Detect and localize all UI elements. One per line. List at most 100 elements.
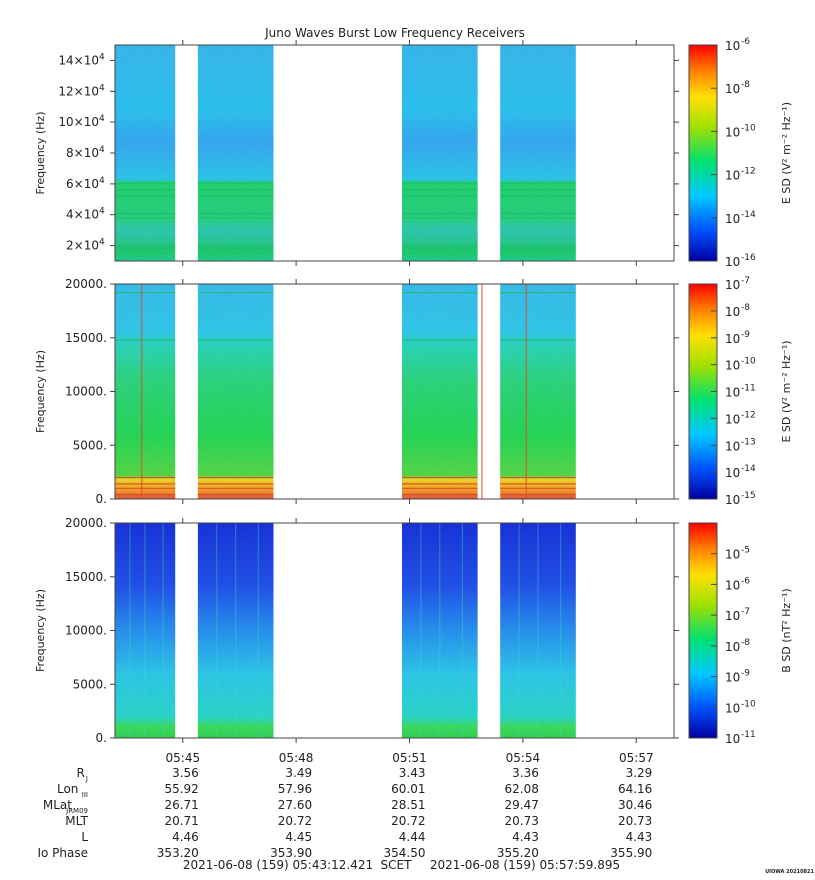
colorbar-tick-exponent: -15 — [741, 491, 756, 501]
colorbar — [688, 44, 718, 262]
colorbar-tick-exponent: -13 — [741, 437, 756, 447]
x-tick-label: 05:48 — [279, 751, 314, 765]
ephemeris-row-subscript: III — [82, 791, 88, 799]
spectrogram-noise — [114, 284, 176, 499]
ephemeris-value: 20.72 — [278, 814, 312, 828]
y-tick-label: 20000. — [65, 277, 107, 291]
y-tick-exponent: 4 — [99, 207, 105, 217]
colorbar-tick-label: 10 — [725, 278, 740, 292]
ephemeris-value: 355.20 — [497, 846, 539, 860]
colorbar-label: E SD (V² m⁻² Hz⁻¹) — [780, 340, 793, 442]
spectrogram-noise — [500, 45, 576, 261]
colorbar-tick-exponent: -10 — [741, 699, 756, 709]
spectrogram-noise — [402, 523, 478, 738]
colorbar-tick-exponent: -8 — [741, 638, 750, 648]
colorbar-tick-label: 10 — [725, 125, 740, 139]
colorbar-tick-label: 10 — [725, 332, 740, 346]
ephemeris-value: 4.43 — [626, 830, 653, 844]
colorbar-tick-label: 10 — [725, 439, 740, 453]
x-tick-label: 05:45 — [166, 751, 201, 765]
y-tick-label: 10000. — [65, 624, 107, 638]
y-axis-label: Frequency (Hz) — [34, 112, 47, 195]
footer-start-time: 2021-06-08 (159) 05:43:12.421 — [183, 858, 373, 872]
colorbar-label: E SD (V² m⁻² Hz⁻¹) — [780, 102, 793, 204]
bottom-panel-b-field: 0. 5000. 10000. 15000. 20000. Frequency (Hz) 1… — [34, 516, 793, 746]
y-tick-label: 0. — [96, 492, 107, 506]
top-panel-e-field: 2×10 44×10 46×10 48×10 410×10 412×10 414×10 4Fr… — [34, 37, 793, 269]
ephemeris-row-label: MLat — [43, 798, 72, 812]
y-tick-label: 4×10 — [66, 208, 99, 222]
y-tick-label: 20000. — [65, 516, 107, 530]
colorbar-tick-exponent: -11 — [741, 730, 756, 740]
spectrogram-noise — [197, 45, 274, 261]
ephemeris-value: 355.90 — [610, 846, 652, 860]
colorbar-tick-label: 10 — [725, 701, 740, 715]
ephemeris-value: 4.46 — [172, 830, 199, 844]
footer-end-time: 2021-06-08 (159) 05:57:59.895 — [430, 858, 620, 872]
ephemeris-value: 3.49 — [285, 766, 312, 780]
spectrogram-noise — [114, 523, 176, 738]
colorbar-tick-exponent: -11 — [741, 384, 756, 394]
ephemeris-value: 26.71 — [164, 798, 198, 812]
y-tick-label: 12×10 — [58, 84, 99, 98]
ephemeris-row-label: L — [81, 830, 88, 844]
colorbar-tick-label: 10 — [725, 578, 740, 592]
colorbar-tick-exponent: -14 — [741, 210, 756, 220]
y-tick-label: 0. — [96, 731, 107, 745]
y-tick-exponent: 4 — [99, 145, 105, 155]
ephemeris-row-subscript: J — [85, 775, 88, 783]
colorbar-tick-label: 10 — [725, 82, 740, 96]
colorbar-tick-exponent: -6 — [741, 576, 750, 586]
y-tick-exponent: 4 — [99, 52, 105, 62]
y-tick-label: 10000. — [65, 385, 107, 399]
ephemeris-value: 353.20 — [157, 846, 199, 860]
y-tick-label: 2×10 — [66, 239, 99, 253]
footer-scet-label: SCET — [381, 858, 413, 872]
colorbar-tick-label: 10 — [725, 493, 740, 507]
ephemeris-value: 55.92 — [164, 782, 198, 796]
y-tick-label: 8×10 — [66, 146, 99, 160]
colorbar-tick-label: 10 — [725, 386, 740, 400]
ephemeris-value: 27.60 — [278, 798, 312, 812]
colorbar-tick-exponent: -16 — [741, 253, 756, 263]
colorbar-tick-label: 10 — [725, 169, 740, 183]
y-tick-label: 15000. — [65, 331, 107, 345]
spectrogram-noise — [500, 523, 576, 738]
colorbar-label: B SD (nT² Hz⁻¹) — [780, 588, 793, 672]
colorbar-tick-exponent: -7 — [741, 607, 750, 617]
colorbar-tick-exponent: -10 — [741, 357, 756, 367]
ephemeris-value: 20.71 — [164, 814, 198, 828]
ephemeris-value: 30.46 — [618, 798, 652, 812]
colorbar-tick-label: 10 — [725, 609, 740, 623]
ephemeris-value: 3.56 — [172, 766, 199, 780]
colorbar-tick-exponent: -6 — [741, 37, 750, 47]
ephemeris-row-subscript: JRM09 — [65, 807, 88, 815]
y-tick-label: 15000. — [65, 570, 107, 584]
colorbar-tick-exponent: -12 — [741, 410, 756, 420]
ephemeris-value: 29.47 — [505, 798, 539, 812]
ephemeris-value: 354.50 — [384, 846, 426, 860]
colorbar-tick-label: 10 — [725, 212, 740, 226]
colorbar-tick-exponent: -5 — [741, 546, 750, 556]
ephemeris-value: 3.29 — [626, 766, 653, 780]
colorbar-tick-label: 10 — [725, 548, 740, 562]
colorbar-tick-label: 10 — [725, 359, 740, 373]
y-tick-label: 14×10 — [58, 53, 99, 67]
y-tick-exponent: 4 — [99, 83, 105, 93]
ephemeris-row-label: Io Phase — [37, 846, 88, 860]
colorbar-tick-label: 10 — [725, 39, 740, 53]
ephemeris-value: 64.16 — [618, 782, 652, 796]
ephemeris-value: 353.90 — [270, 846, 312, 860]
x-tick-label: 05:51 — [392, 751, 427, 765]
ephemeris-value: 4.43 — [512, 830, 539, 844]
y-tick-exponent: 4 — [99, 238, 105, 248]
spectrogram-noise — [500, 284, 576, 499]
ephemeris-row-label: R — [76, 766, 84, 780]
ephemeris-value: 4.45 — [285, 830, 312, 844]
ephemeris-value: 62.08 — [505, 782, 539, 796]
ephemeris-row-label: MLT — [65, 814, 88, 828]
y-tick-label: 5000. — [73, 677, 107, 691]
x-axis-tick-labels: 05:45 05:48 05:51 05:54 05:57 — [166, 751, 654, 765]
spectrogram-noise — [197, 523, 274, 738]
